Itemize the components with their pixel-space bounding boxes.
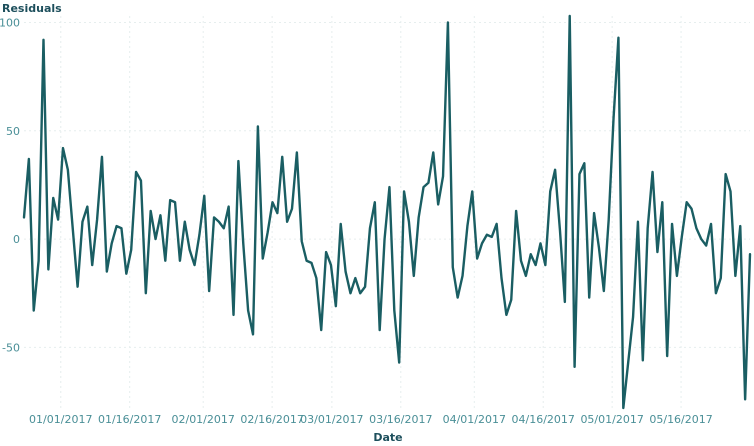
x-tick-label: 03/01/2017 bbox=[300, 413, 363, 426]
y-tick-label: -50 bbox=[2, 341, 20, 354]
residuals-series-line bbox=[22, 14, 752, 410]
x-tick-label: 02/01/2017 bbox=[171, 413, 234, 426]
x-tick-label: 01/01/2017 bbox=[29, 413, 92, 426]
y-axis-label: Residuals bbox=[2, 2, 62, 15]
y-tick-label: 50 bbox=[6, 125, 20, 138]
x-tick-label: 01/16/2017 bbox=[98, 413, 161, 426]
x-axis-label: Date bbox=[373, 431, 402, 444]
x-tick-label: 02/16/2017 bbox=[240, 413, 303, 426]
x-tick-labels: 01/01/2017 01/16/2017 02/01/2017 02/16/2017… bbox=[29, 413, 713, 426]
x-tick-label: 04/01/2017 bbox=[443, 413, 506, 426]
y-tick-label: 100 bbox=[0, 16, 20, 29]
x-tick-label: 03/16/2017 bbox=[369, 413, 432, 426]
x-tick-label: 04/16/2017 bbox=[512, 413, 575, 426]
x-tick-label: 05/01/2017 bbox=[580, 413, 643, 426]
y-tick-label: 0 bbox=[13, 233, 20, 246]
x-tick-label: 05/16/2017 bbox=[649, 413, 712, 426]
y-tick-labels: 100 50 0 -50 bbox=[0, 16, 20, 354]
